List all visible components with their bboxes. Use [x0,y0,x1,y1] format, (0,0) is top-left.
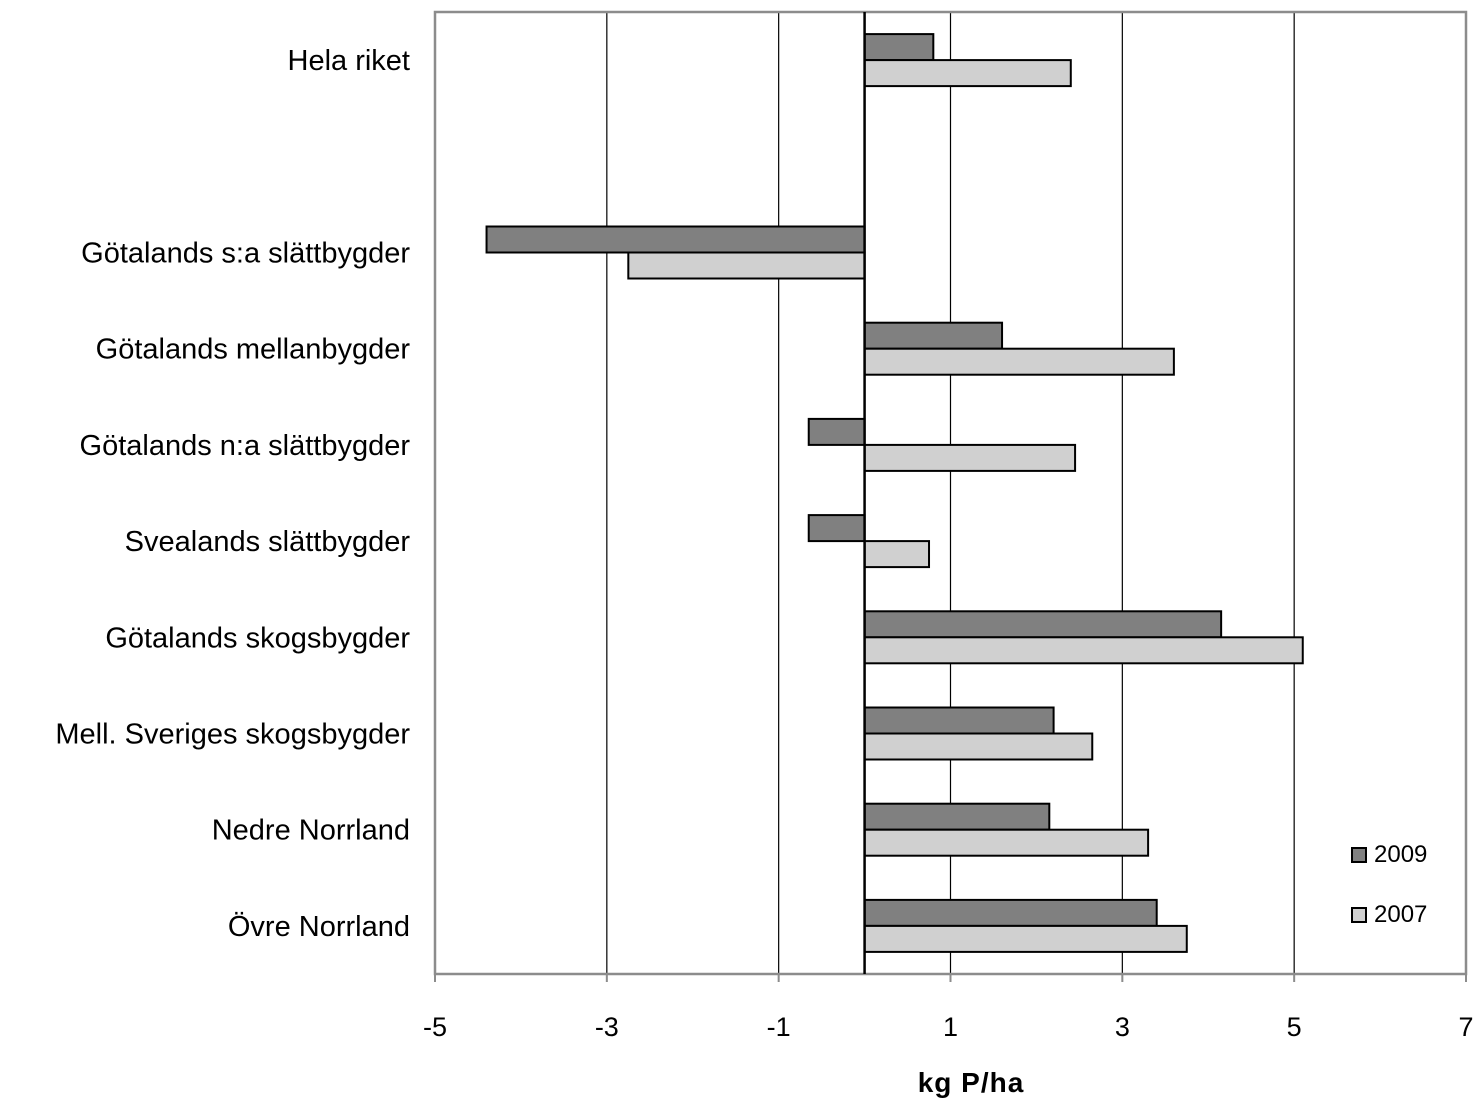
bar-2009-4 [863,321,1004,350]
category-label: Götalands skogsbygder [105,622,410,654]
bar-2009-9 [863,802,1051,831]
category-label: Svealands slättbygder [125,526,411,558]
legend-swatch-2009 [1351,847,1367,863]
bars [485,33,1304,953]
bar-2009-1 [863,33,935,62]
category-labels: Hela riket Götalands s:a slättbygder Götal… [55,45,410,943]
legend-swatch-2007 [1351,907,1367,923]
x-tick-labels: -5 -3 -1 1 3 5 7 [423,974,1474,1042]
legend-label-2007: 2007 [1374,901,1427,928]
bar-2007-5 [863,443,1077,472]
bar-2009-3 [485,225,866,254]
bar-2007-7 [863,636,1304,665]
x-tick-label: 5 [1287,1012,1302,1042]
x-tick-label: -5 [423,1012,447,1042]
bar-2009-6 [807,514,866,543]
bar-2007-4 [863,347,1175,376]
x-tick-label: -1 [767,1012,791,1042]
category-label: Nedre Norrland [212,815,410,847]
bar-2009-7 [863,610,1223,639]
x-tick-label: 3 [1115,1012,1130,1042]
legend: 2009 2007 [1351,841,1427,928]
bar-2009-5 [807,417,866,446]
x-tick-label: 1 [943,1012,958,1042]
category-label: Götalands n:a slättbygder [80,430,411,462]
legend-label-2009: 2009 [1374,841,1427,868]
bar-2007-8 [863,732,1094,761]
category-label: Hela riket [288,45,411,77]
bar-2007-9 [863,828,1150,857]
x-axis-label: kg P/ha [918,1067,1025,1098]
category-label: Götalands s:a slättbygder [81,238,410,270]
bar-2007-3 [627,251,866,280]
bar-2009-10 [863,898,1158,927]
x-tick-label: 7 [1458,1012,1473,1042]
category-label: Mell. Sveriges skogsbygder [55,719,410,751]
bar-2009-8 [863,706,1055,735]
gridlines [606,12,1295,974]
category-label: Övre Norrland [228,911,410,943]
bar-2007-10 [863,924,1188,953]
x-tick-label: -3 [595,1012,619,1042]
bar-2007-1 [863,59,1072,88]
bar-2007-6 [863,540,931,569]
category-label: Götalands mellanbygder [96,334,411,366]
